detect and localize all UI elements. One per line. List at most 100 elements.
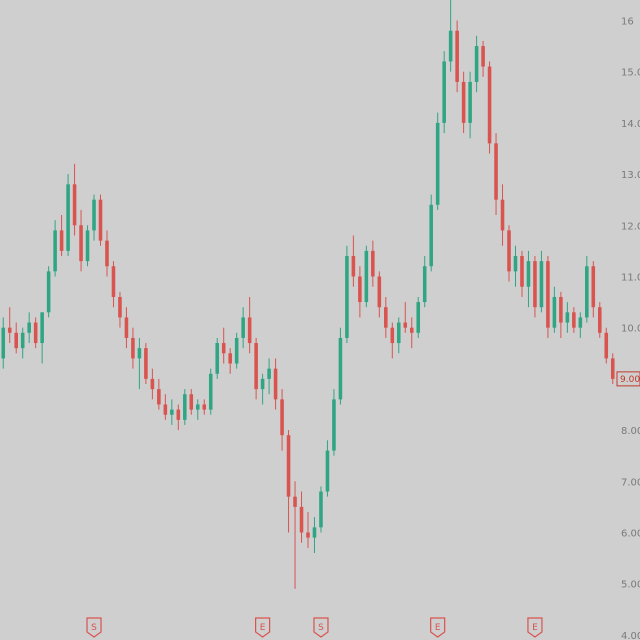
event-marker-label: E bbox=[532, 623, 538, 633]
candle bbox=[416, 296, 421, 338]
candle bbox=[604, 327, 609, 364]
candle-body bbox=[325, 450, 330, 492]
candle bbox=[33, 317, 38, 349]
candle-body bbox=[487, 66, 492, 144]
candle-body bbox=[183, 394, 187, 420]
candle bbox=[85, 225, 90, 267]
candle bbox=[384, 296, 388, 338]
candle bbox=[234, 332, 239, 369]
y-tick-label: 7.00 bbox=[621, 477, 640, 488]
candle bbox=[546, 256, 550, 338]
candle-body bbox=[234, 337, 239, 364]
event-marker[interactable]: S bbox=[313, 617, 329, 638]
candle-body bbox=[409, 327, 414, 333]
candle-body bbox=[215, 343, 220, 374]
y-tick-label: 13.00 bbox=[621, 170, 640, 181]
candle-body bbox=[59, 230, 64, 251]
candle bbox=[461, 71, 466, 134]
candle bbox=[481, 40, 485, 77]
event-marker-label: E bbox=[260, 623, 266, 633]
event-marker-shape bbox=[430, 617, 446, 638]
candle bbox=[118, 291, 122, 328]
candle-body bbox=[468, 81, 472, 123]
candle bbox=[448, 0, 453, 72]
candle bbox=[46, 266, 51, 318]
event-marker[interactable]: E bbox=[255, 617, 271, 638]
candle bbox=[7, 307, 12, 344]
candle bbox=[228, 348, 232, 374]
event-marker[interactable]: S bbox=[86, 617, 102, 638]
candle bbox=[345, 245, 349, 344]
event-marker[interactable]: E bbox=[527, 617, 543, 638]
candle-body bbox=[27, 322, 31, 333]
candle bbox=[98, 194, 103, 246]
candle bbox=[396, 317, 401, 354]
candle-body bbox=[559, 296, 563, 323]
candle-body bbox=[338, 337, 343, 400]
candle-body bbox=[572, 312, 576, 328]
candle-body bbox=[40, 312, 44, 344]
candle-body bbox=[53, 230, 57, 272]
event-marker-label: S bbox=[91, 623, 97, 633]
candle bbox=[552, 286, 557, 333]
candle-body bbox=[221, 343, 226, 354]
candle bbox=[20, 327, 25, 359]
candle-body bbox=[105, 240, 109, 267]
candle bbox=[507, 225, 511, 282]
candle-body bbox=[448, 30, 453, 62]
candle bbox=[559, 291, 563, 338]
candle bbox=[377, 271, 382, 318]
candle-body bbox=[170, 409, 174, 415]
candle bbox=[40, 312, 44, 364]
candle-body bbox=[520, 256, 524, 287]
candle-body bbox=[429, 204, 433, 267]
candle-body bbox=[610, 358, 615, 379]
candle bbox=[533, 256, 537, 318]
event-marker-shape bbox=[527, 617, 543, 638]
candle-body bbox=[267, 368, 271, 379]
candle-body bbox=[546, 261, 550, 328]
event-marker[interactable]: E bbox=[430, 617, 446, 638]
candle-body bbox=[500, 199, 505, 231]
candle-body bbox=[195, 404, 200, 410]
candle-body bbox=[604, 332, 609, 359]
event-marker-shape bbox=[313, 617, 329, 638]
candle bbox=[520, 250, 524, 297]
candle-body bbox=[273, 368, 278, 400]
candle-body bbox=[241, 317, 245, 338]
candle-body bbox=[299, 506, 304, 533]
candle bbox=[273, 358, 278, 410]
candle-body bbox=[124, 317, 129, 338]
candle bbox=[163, 394, 168, 420]
candle-body bbox=[176, 409, 181, 420]
candle-body bbox=[293, 496, 297, 507]
candle-body bbox=[208, 373, 213, 410]
candle bbox=[92, 194, 96, 241]
candle bbox=[403, 302, 408, 333]
candle bbox=[306, 512, 310, 548]
candle-body bbox=[286, 435, 291, 497]
candle-body bbox=[319, 491, 323, 528]
candle-body bbox=[131, 337, 135, 359]
candle-body bbox=[20, 332, 25, 349]
candle bbox=[526, 250, 531, 308]
candle bbox=[131, 327, 135, 369]
candle bbox=[267, 358, 271, 395]
candle-body bbox=[513, 256, 518, 272]
candle bbox=[189, 389, 194, 415]
candle bbox=[474, 35, 479, 93]
candle bbox=[176, 404, 181, 431]
candle bbox=[591, 261, 596, 318]
candle bbox=[351, 235, 356, 287]
candle-body bbox=[7, 327, 12, 333]
candle-body bbox=[85, 230, 90, 262]
candle-body bbox=[539, 261, 544, 308]
candle bbox=[105, 230, 109, 277]
candle bbox=[390, 322, 395, 359]
candle-body bbox=[403, 322, 408, 328]
candle-body bbox=[33, 322, 38, 344]
candle bbox=[455, 20, 459, 93]
candle-body bbox=[72, 184, 77, 226]
